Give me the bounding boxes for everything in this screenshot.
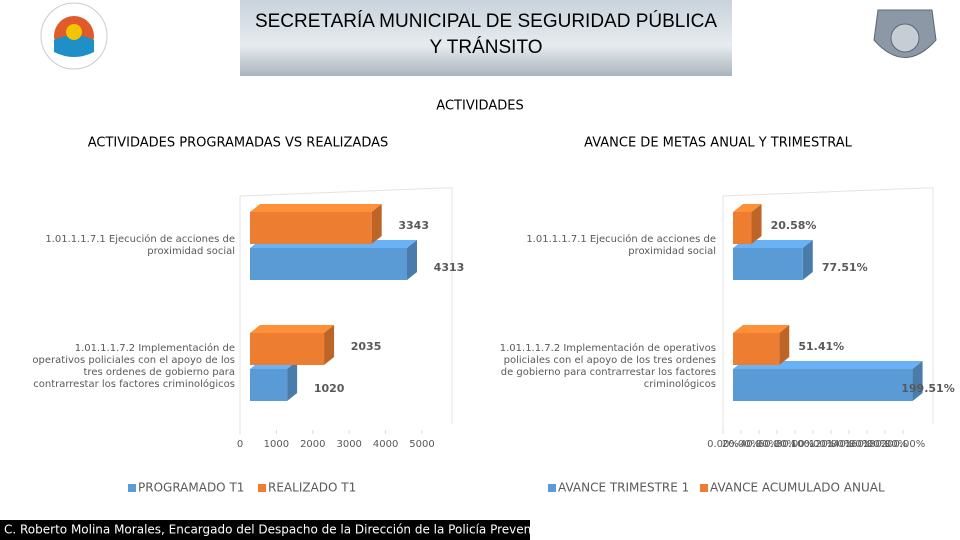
- x-tick-label: 1000: [264, 439, 289, 450]
- x-tick-label: 4000: [373, 439, 398, 450]
- footer-band: [0, 520, 530, 540]
- bar: [250, 333, 325, 365]
- bar-depth: [733, 204, 762, 212]
- data-label: 20.58%: [771, 219, 817, 232]
- x-tick-label: 5000: [409, 439, 434, 450]
- bar-depth: [250, 204, 382, 212]
- data-label: 2035: [351, 340, 382, 353]
- x-tick-label: 20.00%: [722, 439, 760, 450]
- legend-swatch: [258, 484, 266, 492]
- bar-depth: [324, 325, 335, 365]
- legend-swatch: [128, 484, 136, 492]
- legend-swatch: [700, 484, 708, 492]
- bar-depth: [250, 325, 335, 333]
- x-tick-label: 40.00%: [740, 439, 778, 450]
- bar: [733, 248, 803, 280]
- plot-wall: [722, 187, 934, 432]
- data-label: 3343: [398, 219, 429, 232]
- bar-depth: [802, 240, 813, 280]
- bar-depth: [779, 325, 790, 365]
- bar: [250, 248, 407, 280]
- data-label: 51.41%: [798, 340, 844, 353]
- x-tick-label: 0.00%: [707, 439, 739, 450]
- bar-depth: [733, 325, 790, 333]
- x-tick-label: 120.00%: [809, 439, 854, 450]
- right-badge: [873, 9, 937, 58]
- plot-wall: [239, 187, 453, 432]
- bar: [250, 369, 288, 401]
- footer: C. Roberto Molina Morales, Encargado del…: [4, 523, 558, 537]
- x-tick-label: 0: [237, 439, 243, 450]
- bar: [733, 369, 913, 401]
- data-label: 77.51%: [822, 261, 868, 274]
- x-tick-label: 2000: [300, 439, 325, 450]
- category-label: 1.01.1.1.7.2 Implementación de operativo…: [499, 343, 716, 390]
- legend-label: AVANCE ACUMULADO ANUAL: [710, 481, 885, 495]
- bar-depth: [751, 204, 762, 244]
- bar-depth: [406, 240, 417, 280]
- data-label: 4313: [434, 261, 465, 274]
- x-tick-label: 200.00%: [881, 439, 926, 450]
- bar-depth: [371, 204, 382, 244]
- heading: ACTIVIDADES: [436, 99, 523, 114]
- header-band: [240, 0, 732, 76]
- x-tick-label: 160.00%: [845, 439, 890, 450]
- header-title: SECRETARÍA MUNICIPAL DE SEGURIDAD PÚBLIC…: [255, 10, 717, 32]
- x-tick-label: 80.00%: [776, 439, 814, 450]
- category-label: 1.01.1.1.7.1 Ejecución de acciones de pr…: [526, 234, 716, 257]
- x-tick-label: 100.00%: [791, 439, 836, 450]
- left-logo: [40, 2, 108, 70]
- legend-label: AVANCE TRIMESTRE 1: [558, 481, 689, 495]
- bar: [733, 212, 752, 244]
- x-tick-label: 60.00%: [758, 439, 796, 450]
- bar-depth: [912, 361, 923, 401]
- x-tick-label: 140.00%: [827, 439, 872, 450]
- data-label: 199.51%: [901, 382, 954, 395]
- legend-swatch: [548, 484, 556, 492]
- bar: [250, 212, 372, 244]
- category-label: 1.01.1.1.7.1 Ejecución de acciones de pr…: [45, 234, 235, 257]
- bar-depth: [287, 361, 298, 401]
- chart-title: ACTIVIDADES PROGRAMADAS VS REALIZADAS: [88, 136, 389, 151]
- legend-label: PROGRAMADO T1: [138, 481, 244, 495]
- bar: [733, 333, 780, 365]
- x-tick-label: 180.00%: [863, 439, 908, 450]
- legend-label: REALIZADO T1: [268, 481, 356, 495]
- category-label: 1.01.1.1.7.2 Implementación de operativo…: [32, 343, 235, 390]
- x-tick-label: 3000: [336, 439, 361, 450]
- header-title: Y TRÁNSITO: [430, 37, 543, 58]
- chart-title: AVANCE DE METAS ANUAL Y TRIMESTRAL: [584, 136, 852, 151]
- data-label: 1020: [314, 382, 345, 395]
